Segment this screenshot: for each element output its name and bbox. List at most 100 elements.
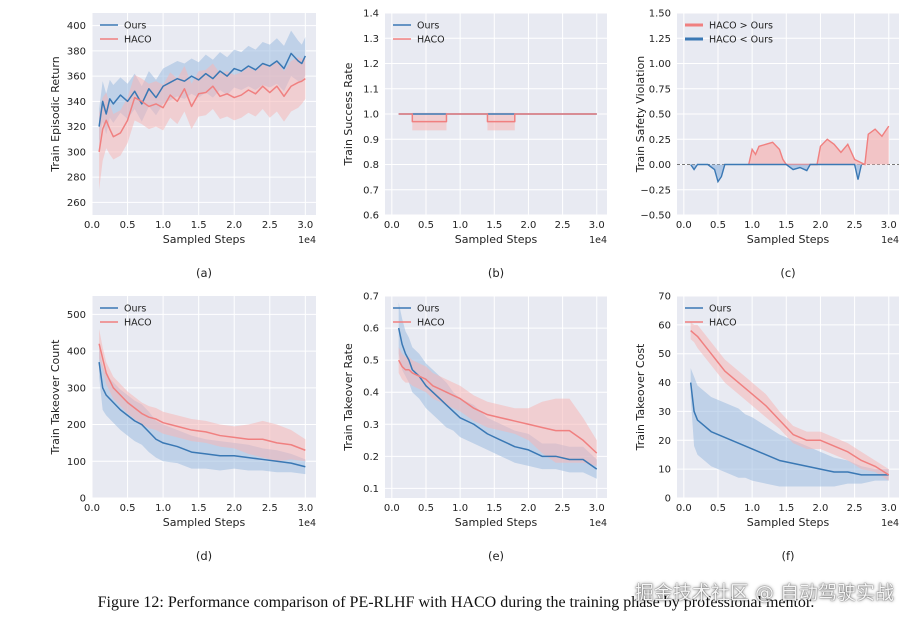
x-tick-label: 0.5 bbox=[418, 220, 434, 231]
x-axis-exponent: 1e4 bbox=[589, 235, 607, 246]
x-tick-label: 1.5 bbox=[486, 503, 502, 514]
y-tick-label: 400 bbox=[67, 21, 86, 32]
x-tick-label: 3.0 bbox=[589, 220, 605, 231]
x-tick-label: 3.0 bbox=[297, 503, 313, 514]
y-tick-label: 0.7 bbox=[363, 185, 379, 196]
x-tick-label: 1.5 bbox=[486, 220, 502, 231]
panel-a: 0.0 0.5 1.0 1.5 2.0 2.5 3.0 260 280 300 320 340 360 3… bbox=[49, 13, 316, 280]
panel-d: 0.0 0.5 1.0 1.5 2.0 2.5 3.0 0 100 200 300 400 500 Our… bbox=[49, 296, 316, 563]
legend: HACO > Ours HACO < Ours bbox=[685, 21, 773, 46]
line-ours bbox=[689, 382, 889, 476]
x-tick-label: 2.5 bbox=[555, 503, 571, 514]
y-axis-label: Train Takeover Rate bbox=[342, 343, 355, 452]
y-tick-label: 340 bbox=[67, 97, 86, 108]
band-haco bbox=[690, 321, 889, 481]
y-tick-label: 0.00 bbox=[649, 160, 671, 171]
panel-label: (c) bbox=[780, 266, 795, 280]
legend-label: HACO bbox=[124, 318, 152, 329]
x-tick-label: 1.5 bbox=[778, 220, 794, 231]
y-tick-label: 1.1 bbox=[363, 84, 379, 95]
y-tick-label: −0.25 bbox=[640, 185, 671, 196]
y-axis-label: Train Safety Violation bbox=[634, 56, 647, 174]
x-tick-label: 2.0 bbox=[226, 220, 242, 231]
x-tick-label: 1.0 bbox=[744, 220, 760, 231]
panel-e: 0.0 0.5 1.0 1.5 2.0 2.5 3.0 0.1 0.2 0.3 0.4 0.5 0.6 0… bbox=[342, 292, 607, 563]
x-tick-label: 1.5 bbox=[778, 503, 794, 514]
x-tick-label: 0.5 bbox=[418, 503, 434, 514]
y-tick-label: 360 bbox=[67, 72, 86, 83]
x-tick-label: 0.5 bbox=[710, 220, 726, 231]
y-tick-label: 0.1 bbox=[363, 484, 379, 495]
y-tick-label: 300 bbox=[67, 147, 86, 158]
legend: Ours HACO bbox=[100, 21, 152, 46]
x-axis-label: Sampled Steps bbox=[163, 233, 246, 246]
y-tick-label: 70 bbox=[658, 292, 671, 303]
legend-label: HACO bbox=[124, 35, 152, 46]
y-tick-label: 0.75 bbox=[649, 84, 671, 95]
x-tick-label: 2.0 bbox=[226, 503, 242, 514]
line-haco bbox=[98, 78, 306, 152]
band-haco bbox=[99, 329, 306, 462]
legend-label: Ours bbox=[417, 304, 439, 315]
y-tick-label: 1.3 bbox=[363, 34, 379, 45]
x-axis-exponent: 1e4 bbox=[298, 235, 316, 246]
watermark: 掘金技术社区 @ 自动驾驶实战 bbox=[634, 582, 894, 604]
y-tick-label: 40 bbox=[658, 378, 671, 389]
y-tick-label: −0.50 bbox=[640, 211, 671, 222]
legend-label: HACO < Ours bbox=[709, 35, 773, 46]
legend-label: Ours bbox=[124, 21, 146, 32]
x-tick-label: 1.5 bbox=[191, 220, 207, 231]
y-tick-label: 100 bbox=[67, 457, 86, 468]
legend-label: HACO bbox=[417, 318, 445, 329]
panel-label: (f) bbox=[781, 549, 794, 563]
x-tick-label: 1.0 bbox=[744, 503, 760, 514]
line-haco-ours bbox=[690, 163, 863, 184]
panel-label: (b) bbox=[488, 266, 504, 280]
y-axis-label: Train Takeover Count bbox=[49, 339, 62, 456]
y-tick-label: 500 bbox=[67, 310, 86, 321]
x-tick-label: 0.0 bbox=[84, 503, 100, 514]
y-tick-label: 300 bbox=[67, 383, 86, 394]
x-axis-label: Sampled Steps bbox=[455, 233, 538, 246]
line-haco bbox=[398, 113, 597, 123]
x-tick-label: 0.0 bbox=[384, 220, 400, 231]
band-ours bbox=[99, 347, 306, 475]
x-tick-label: 1.0 bbox=[155, 503, 171, 514]
y-tick-label: 0.9 bbox=[363, 135, 379, 146]
y-tick-label: 380 bbox=[67, 46, 86, 57]
y-axis-label: Train Takeover Cost bbox=[634, 343, 647, 451]
line-haco-ours bbox=[748, 125, 890, 166]
x-axis-label: Sampled Steps bbox=[747, 516, 830, 529]
x-tick-label: 1.0 bbox=[155, 220, 171, 231]
y-tick-label: 200 bbox=[67, 420, 86, 431]
y-axis-label: Train Episodic Return bbox=[49, 56, 62, 172]
legend: Ours HACO bbox=[100, 304, 152, 329]
y-tick-label: 0.8 bbox=[363, 160, 379, 171]
y-tick-label: 1.25 bbox=[649, 34, 671, 45]
y-tick-label: 400 bbox=[67, 347, 86, 358]
y-tick-label: 0.6 bbox=[363, 211, 379, 222]
y-tick-label: 0.2 bbox=[363, 452, 379, 463]
x-tick-label: 2.5 bbox=[555, 220, 571, 231]
y-tick-label: 50 bbox=[658, 349, 671, 360]
y-tick-label: 0.7 bbox=[363, 292, 379, 303]
legend: Ours HACO bbox=[685, 304, 737, 329]
line-ours bbox=[98, 362, 306, 468]
panel-c: 0.0 0.5 1.0 1.5 2.0 2.5 3.0 −0.50 −0.25 0.00 0.25 0… bbox=[634, 9, 899, 280]
x-tick-label: 1.0 bbox=[452, 503, 468, 514]
plot-series bbox=[677, 125, 899, 184]
x-tick-label: 2.0 bbox=[812, 220, 828, 231]
x-tick-label: 3.0 bbox=[297, 220, 313, 231]
x-axis-exponent: 1e4 bbox=[298, 518, 316, 529]
y-tick-label: 1.50 bbox=[649, 9, 671, 20]
panel-label: (a) bbox=[196, 266, 212, 280]
y-tick-label: 0.5 bbox=[363, 356, 379, 367]
line-haco bbox=[398, 359, 598, 454]
x-tick-label: 0.5 bbox=[710, 503, 726, 514]
legend: Ours HACO bbox=[393, 21, 445, 46]
y-tick-label: 10 bbox=[658, 465, 671, 476]
x-axis-exponent: 1e4 bbox=[881, 235, 899, 246]
panel-label: (e) bbox=[488, 549, 504, 563]
x-tick-label: 2.0 bbox=[520, 503, 536, 514]
